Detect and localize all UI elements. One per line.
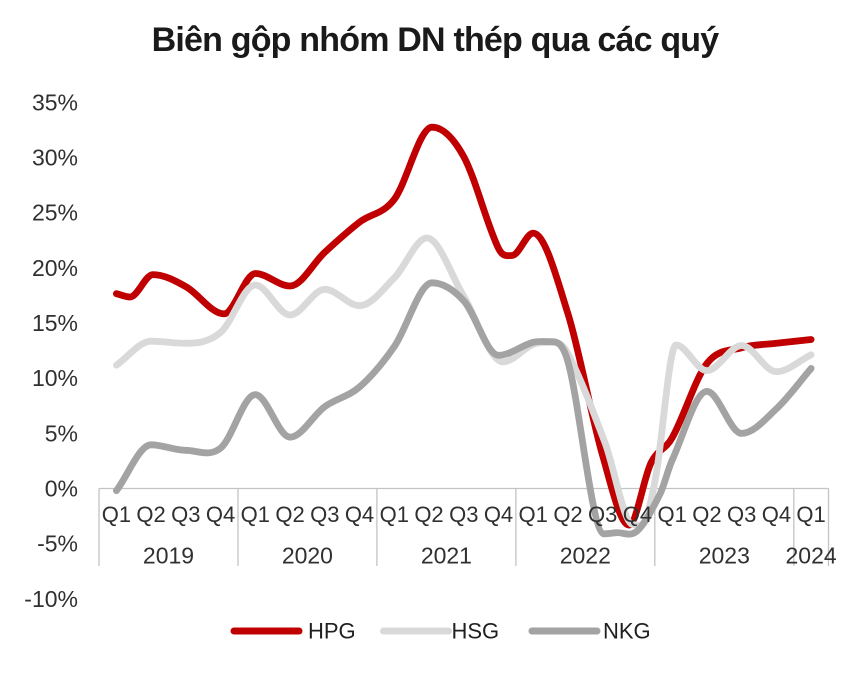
svg-text:Q3: Q3 xyxy=(727,502,756,527)
svg-text:10%: 10% xyxy=(32,365,78,391)
svg-text:Q4: Q4 xyxy=(623,502,652,527)
svg-text:2024: 2024 xyxy=(786,542,837,568)
svg-text:NKG: NKG xyxy=(603,619,651,644)
svg-text:Q2: Q2 xyxy=(414,502,443,527)
svg-text:Q4: Q4 xyxy=(762,502,791,527)
svg-text:35%: 35% xyxy=(32,89,78,115)
svg-text:Q1: Q1 xyxy=(102,502,131,527)
svg-text:Biên gộp nhóm DN thép qua các: Biên gộp nhóm DN thép qua các quý xyxy=(152,21,720,59)
svg-text:Q4: Q4 xyxy=(345,502,374,527)
svg-text:2022: 2022 xyxy=(560,542,611,568)
svg-text:HPG: HPG xyxy=(308,619,356,644)
svg-text:Q3: Q3 xyxy=(171,502,200,527)
svg-text:2020: 2020 xyxy=(282,542,333,568)
svg-text:Q3: Q3 xyxy=(310,502,339,527)
svg-text:Q2: Q2 xyxy=(136,502,165,527)
svg-text:-5%: -5% xyxy=(37,531,78,557)
svg-text:15%: 15% xyxy=(32,310,78,336)
svg-text:30%: 30% xyxy=(32,144,78,170)
svg-text:Q1: Q1 xyxy=(658,502,687,527)
svg-text:Q1: Q1 xyxy=(519,502,548,527)
svg-text:Q2: Q2 xyxy=(692,502,721,527)
svg-text:Q3: Q3 xyxy=(588,502,617,527)
svg-text:Q3: Q3 xyxy=(449,502,478,527)
svg-text:0%: 0% xyxy=(45,476,78,502)
svg-text:Q4: Q4 xyxy=(206,502,235,527)
svg-text:Q1: Q1 xyxy=(796,502,825,527)
svg-text:Q1: Q1 xyxy=(380,502,409,527)
svg-text:5%: 5% xyxy=(45,420,78,446)
svg-text:Q4: Q4 xyxy=(484,502,513,527)
svg-text:Q2: Q2 xyxy=(553,502,582,527)
svg-text:25%: 25% xyxy=(32,200,78,226)
svg-text:2021: 2021 xyxy=(421,542,472,568)
svg-text:Q1: Q1 xyxy=(241,502,270,527)
svg-text:-10%: -10% xyxy=(24,586,78,612)
svg-text:2023: 2023 xyxy=(699,542,750,568)
svg-text:2019: 2019 xyxy=(143,542,194,568)
svg-text:Q2: Q2 xyxy=(275,502,304,527)
svg-text:20%: 20% xyxy=(32,255,78,281)
svg-text:HSG: HSG xyxy=(452,619,500,644)
